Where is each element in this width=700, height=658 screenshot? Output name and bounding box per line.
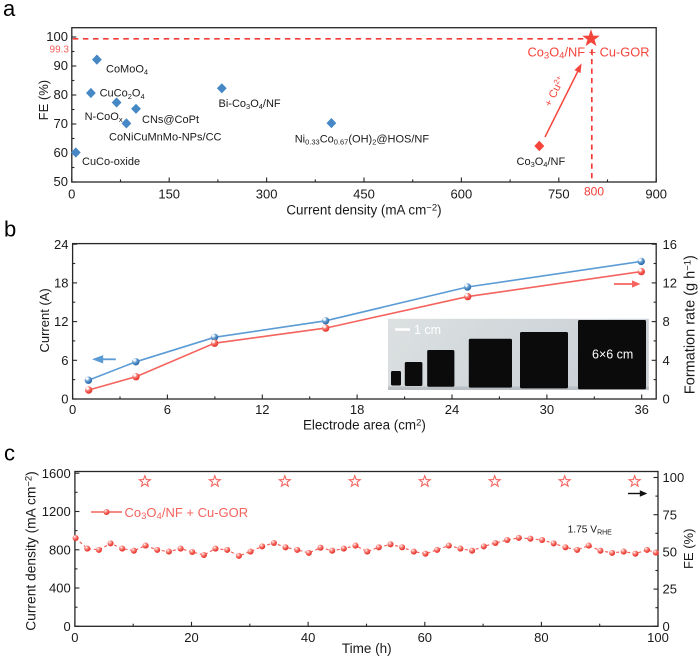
svg-text:12: 12 bbox=[255, 402, 269, 417]
svg-text:1.75 VRHE: 1.75 VRHE bbox=[568, 524, 613, 536]
svg-text:16: 16 bbox=[663, 237, 677, 252]
svg-text:450: 450 bbox=[353, 186, 375, 201]
svg-text:6: 6 bbox=[61, 353, 68, 368]
svg-text:Electrode area (cm2): Electrode area (cm2) bbox=[303, 418, 426, 433]
svg-text:750: 750 bbox=[548, 186, 570, 201]
svg-text:CoNiCuMnMo-NPs/CC: CoNiCuMnMo-NPs/CC bbox=[109, 132, 222, 144]
svg-text:Current density (mA cm−2): Current density (mA cm−2) bbox=[24, 471, 39, 631]
svg-text:75: 75 bbox=[663, 507, 677, 522]
svg-text:0: 0 bbox=[63, 619, 70, 634]
svg-text:60: 60 bbox=[418, 630, 432, 645]
svg-text:70: 70 bbox=[54, 116, 68, 131]
svg-text:0: 0 bbox=[61, 392, 68, 407]
svg-text:12: 12 bbox=[54, 314, 68, 329]
svg-text:80: 80 bbox=[534, 630, 548, 645]
svg-text:4: 4 bbox=[663, 353, 670, 368]
svg-text:8: 8 bbox=[663, 314, 670, 329]
svg-text:0: 0 bbox=[68, 186, 75, 201]
svg-text:100: 100 bbox=[647, 630, 669, 645]
svg-text:N-CoOx​: N-CoOx​ bbox=[85, 111, 123, 124]
svg-text:100: 100 bbox=[46, 29, 68, 44]
svg-text:12: 12 bbox=[663, 276, 677, 291]
svg-text:50: 50 bbox=[54, 174, 68, 189]
svg-text:CNs@CoPt: CNs@CoPt bbox=[142, 114, 199, 126]
svg-text:FE (%): FE (%) bbox=[36, 80, 51, 120]
svg-text:a: a bbox=[3, 0, 16, 21]
svg-text:CoMoO4​: CoMoO4​ bbox=[106, 64, 148, 77]
svg-text:c: c bbox=[4, 440, 15, 465]
svg-text:1200: 1200 bbox=[42, 504, 71, 519]
svg-text:Co3​O4​/NF + Cu-GOR: Co3​O4​/NF + Cu-GOR bbox=[528, 45, 650, 62]
svg-text:400: 400 bbox=[49, 581, 71, 596]
svg-text:Current density (mA cm−2): Current density (mA cm−2) bbox=[286, 203, 441, 218]
svg-text:FE (%): FE (%) bbox=[681, 529, 696, 569]
svg-text:0: 0 bbox=[663, 619, 670, 634]
svg-text:Time (h): Time (h) bbox=[342, 641, 392, 656]
svg-text:+ Cu2+: + Cu2+ bbox=[541, 74, 568, 109]
svg-text:36: 36 bbox=[634, 402, 648, 417]
svg-text:18: 18 bbox=[350, 402, 364, 417]
svg-text:Ni0.33​Co0.67​(OH)2​@HOS/NF: Ni0.33​Co0.67​(OH)2​@HOS/NF bbox=[295, 133, 430, 146]
svg-text:40: 40 bbox=[301, 630, 315, 645]
svg-text:300: 300 bbox=[256, 186, 278, 201]
svg-text:25: 25 bbox=[663, 582, 677, 597]
svg-text:CuCo2​O4​: CuCo2​O4​ bbox=[100, 88, 145, 101]
svg-text:0: 0 bbox=[663, 392, 670, 407]
svg-text:Bi-Co3​O4​/NF: Bi-Co3​O4​/NF bbox=[219, 98, 281, 111]
svg-text:24: 24 bbox=[445, 402, 459, 417]
svg-text:Co3​O4​/NF: Co3​O4​/NF bbox=[517, 156, 566, 169]
svg-text:800: 800 bbox=[49, 542, 71, 557]
svg-text:Co3​O4​/NF + Cu-GOR: Co3​O4​/NF + Cu-GOR bbox=[125, 505, 249, 522]
svg-text:30: 30 bbox=[540, 402, 554, 417]
svg-text:800: 800 bbox=[584, 184, 604, 198]
svg-text:CuCo-oxide: CuCo-oxide bbox=[82, 156, 140, 168]
svg-text:900: 900 bbox=[645, 186, 667, 201]
svg-text:1600: 1600 bbox=[42, 466, 71, 481]
svg-text:80: 80 bbox=[54, 87, 68, 102]
svg-text:24: 24 bbox=[54, 237, 68, 252]
svg-text:100: 100 bbox=[663, 470, 685, 485]
svg-text:50: 50 bbox=[663, 545, 677, 560]
svg-text:600: 600 bbox=[451, 186, 473, 201]
svg-text:150: 150 bbox=[158, 186, 180, 201]
svg-text:Current (A): Current (A) bbox=[37, 288, 52, 352]
svg-text:60: 60 bbox=[54, 145, 68, 160]
svg-text:b: b bbox=[4, 216, 16, 241]
svg-text:Formation rate (g h−1): Formation rate (g h−1) bbox=[683, 255, 699, 394]
svg-text:0: 0 bbox=[69, 402, 76, 417]
svg-text:99.3: 99.3 bbox=[50, 44, 70, 55]
svg-text:0: 0 bbox=[71, 630, 78, 645]
svg-text:18: 18 bbox=[54, 276, 68, 291]
svg-text:6×6 cm: 6×6 cm bbox=[592, 348, 633, 362]
svg-text:1 cm: 1 cm bbox=[414, 323, 441, 337]
svg-text:6: 6 bbox=[164, 402, 171, 417]
svg-text:20: 20 bbox=[184, 630, 198, 645]
svg-text:90: 90 bbox=[54, 58, 68, 73]
